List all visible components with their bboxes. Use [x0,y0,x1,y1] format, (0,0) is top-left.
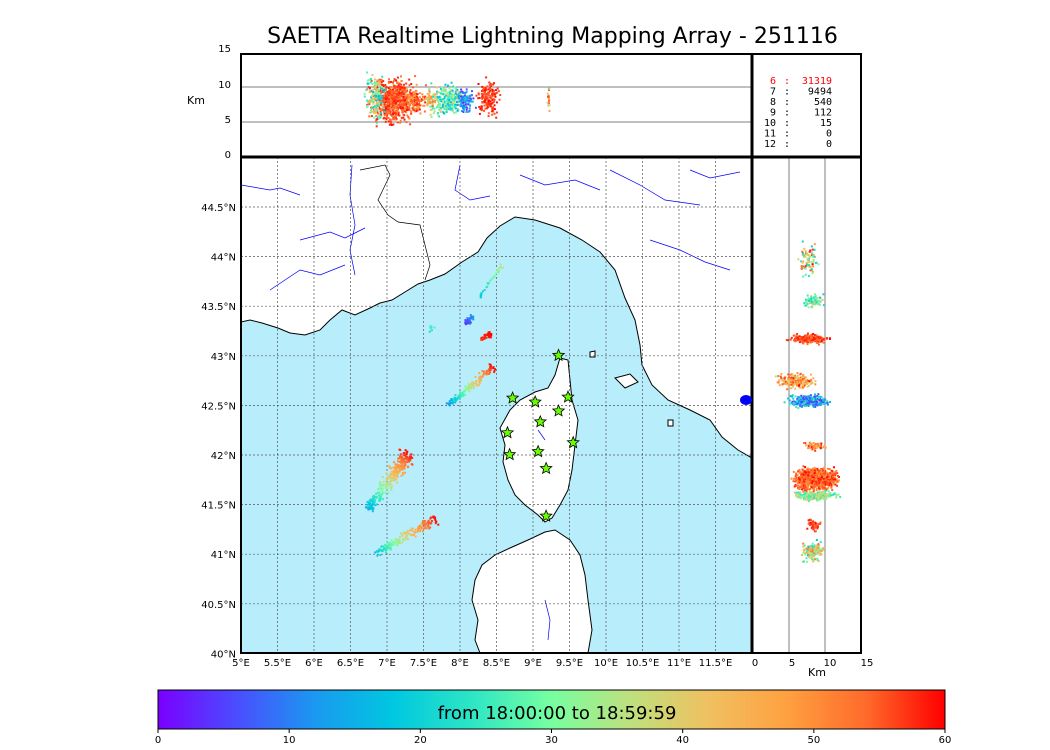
colorbar: from 18:00:00 to 18:59:59 0 10 20 30 40 50 60 [155,689,952,746]
alt-tick-label: 0 [225,150,231,161]
right-tick-label: 5 [789,658,795,669]
panel-frames [240,53,862,654]
lat-tick-label: 41.5°N [201,501,236,512]
latitude-altitude-panel: 0 5 10 15 Km [752,157,874,679]
count-altitude: 9 [770,108,776,119]
colorbar-tick-label: 40 [676,735,689,746]
altitude-longitude-panel: Km 15 10 5 0 [187,44,752,161]
alt-tick-label: 5 [225,115,231,126]
lon-tick-label: 5.5°E [264,658,291,669]
count-altitude: 8 [770,97,776,108]
count-value: 112 [814,108,832,119]
mainland [241,157,752,459]
count-value: 15 [820,118,832,129]
count-value: 9494 [808,87,832,98]
lon-tick-label: 8°E [451,658,469,669]
lat-tick-label: 40.5°N [201,600,236,611]
rivers [241,164,741,641]
lon-tick-label: 9°E [524,658,542,669]
alt-tick-label: 10 [218,80,231,91]
lon-tick-label: 10°E [594,658,618,669]
colorbar-tick-label: 10 [283,735,296,746]
station-star-icon [502,447,517,461]
station-star-icon [528,394,542,408]
chart-title: SAETTA Realtime Lightning Mapping Array … [267,24,838,49]
altitude-axis-label: Km [187,94,205,107]
lon-tick-label: 7.5°E [410,658,437,669]
count-altitude: 10 [764,118,776,129]
station-star-icon [539,509,553,522]
map-panel: 5°E 5.5°E 6°E 6.5°E 7°E 7.5°E 8°E 8.5°E 9°E 9.5°E… [201,157,752,669]
station-star-icon [531,444,545,458]
count-separator: : [784,87,790,98]
lon-tick-label: 11°E [667,658,691,669]
count-altitude: 12 [764,139,776,150]
lon-tick-label: 5°E [232,658,250,669]
lat-tick-label: 44.5°N [201,203,236,214]
alt-tick-label: 15 [218,44,231,55]
sardinia-island [471,529,593,653]
lma-stations [500,348,580,522]
station-star-icon [551,403,566,417]
count-value: 31319 [802,76,832,87]
lat-tick-label: 42.5°N [201,401,236,412]
station-star-icon [500,425,515,439]
count-value: 540 [814,97,832,108]
colorbar-tick-label: 60 [939,735,952,746]
lon-tick-label: 8.5°E [483,658,510,669]
lon-tick-label: 9.5°E [556,658,583,669]
small-island [667,419,674,427]
lightning-sources-alt-lon [363,71,551,128]
count-separator: : [784,108,790,119]
lon-tick-label: 6.5°E [337,658,364,669]
station-star-icon [533,414,547,428]
edge-marker [740,395,752,405]
colorbar-tick-label: 50 [807,735,820,746]
lightning-sources-map [364,263,504,557]
elba-island [614,373,639,389]
colorbar-label: from 18:00:00 to 18:59:59 [438,703,677,724]
right-tick-label: 15 [861,658,874,669]
count-separator: : [784,139,790,150]
colorbar-tick-label: 30 [545,735,558,746]
lat-tick-label: 42°N [211,451,236,462]
colorbar-tick-label: 0 [155,735,161,746]
count-separator: : [784,76,790,87]
station-star-icon [539,461,553,475]
map-tick-labels: 5°E 5.5°E 6°E 6.5°E 7°E 7.5°E 8°E 8.5°E 9°E 9.5°E… [201,203,732,669]
lon-tick-label: 7°E [378,658,396,669]
count-value: 0 [826,129,832,140]
station-star-icon [551,348,566,362]
lat-tick-label: 41°N [211,550,236,561]
station-star-icon [505,391,520,404]
count-altitude: 11 [764,129,776,140]
map-gridlines [241,157,752,653]
count-value: 0 [826,139,832,150]
station-star-icon [566,435,580,449]
count-altitude: 6 [770,76,776,87]
count-separator: : [784,129,790,140]
lat-tick-label: 44°N [211,253,236,264]
right-xaxis-label: Km [808,666,826,679]
lightning-sources-lat-alt [774,240,842,563]
count-separator: : [784,97,790,108]
colorbar-tick-label: 20 [414,735,427,746]
altitude-counts-panel: 6: 31319 7: 9494 8: 540 9: 112 10: 15 11: 0 12: 0 [764,76,832,150]
country-borders [359,164,431,281]
lon-tick-label: 6°E [305,658,323,669]
count-altitude: 7 [770,87,776,98]
right-tick-label: 0 [752,658,758,669]
corsica-island [499,357,579,523]
lon-tick-label: 11.5°E [699,658,733,669]
lat-tick-label: 43.5°N [201,302,236,313]
count-separator: : [784,118,790,129]
station-star-icon [561,390,575,403]
lat-tick-label: 43°N [211,352,236,363]
right-tick-label: 10 [824,658,837,669]
lon-tick-label: 10.5°E [626,658,660,669]
lat-tick-label: 40°N [211,649,236,660]
